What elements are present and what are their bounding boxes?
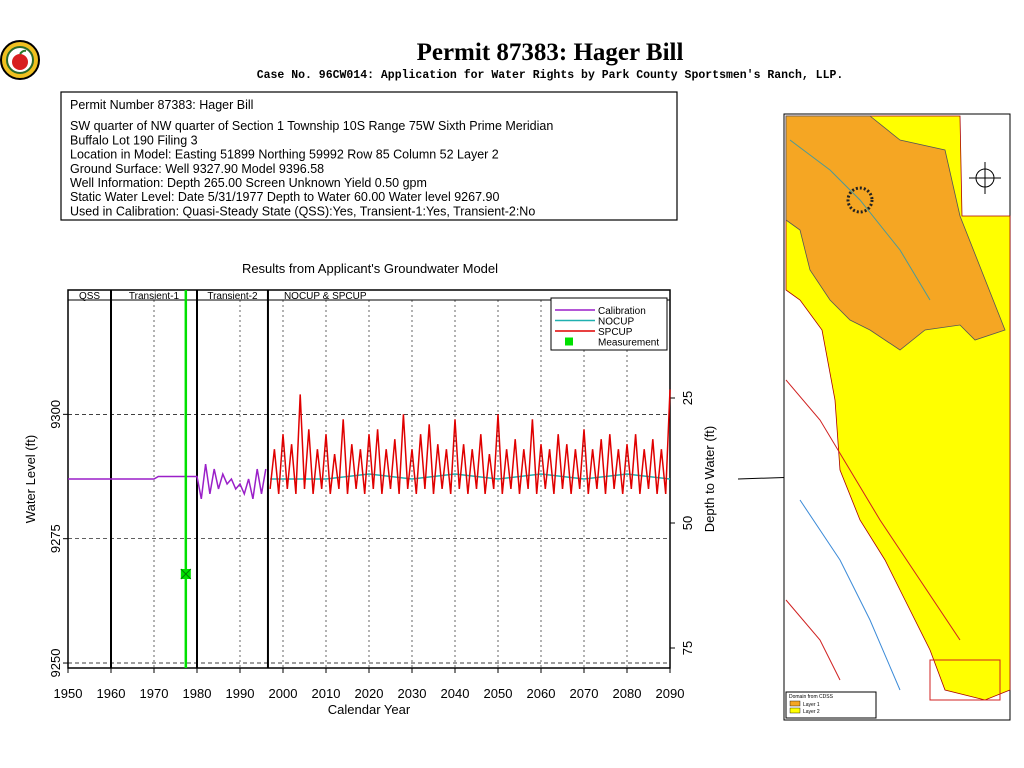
y2-tick-label: 50 <box>680 516 695 530</box>
period-label: Transient-2 <box>207 291 258 302</box>
info-lines: Permit Number 87383: Hager Bill SW quarte… <box>70 98 553 218</box>
y-axis-label: Water Level (ft) <box>23 435 38 523</box>
x-tick-label: 2040 <box>441 686 470 701</box>
legend-label: SPCUP <box>598 327 633 338</box>
legend-label: Calibration <box>598 306 646 317</box>
y-tick-label: 9250 <box>48 649 63 678</box>
info-line: Well Information: Depth 265.00 Screen Un… <box>70 176 427 190</box>
period-label: QSS <box>79 291 100 302</box>
x-tick-label: 2010 <box>312 686 341 701</box>
map-legend-label: Layer 1 <box>803 702 820 708</box>
x-tick-label: 2020 <box>355 686 384 701</box>
map-legend-label: Layer 2 <box>803 709 820 715</box>
title: Permit 87383: Hager Bill <box>417 39 684 66</box>
y2-tick-label: 75 <box>680 641 695 655</box>
x-tick-label: 1950 <box>54 686 83 701</box>
series-line <box>269 389 671 495</box>
x-tick-label: 2060 <box>527 686 556 701</box>
info-box <box>60 91 678 221</box>
map-legend-swatch <box>789 707 801 714</box>
info-line: SW quarter of NW quarter of Section 1 To… <box>70 119 553 133</box>
subtitle: Case No. 96CW014: Application for Water … <box>257 69 844 82</box>
series-line <box>68 463 267 500</box>
legend-swatch <box>565 337 573 346</box>
logo <box>0 40 40 80</box>
x-axis-label: Calendar Year <box>328 702 411 717</box>
legend-label: NOCUP <box>598 317 634 328</box>
info-line: Permit Number 87383: Hager Bill <box>70 98 253 112</box>
x-tick-label: 1970 <box>140 686 169 701</box>
plot: 1950 1960 1970 1980 1990 2000 2010 2020 2030 2040… <box>48 290 695 701</box>
x-tick-label: 2030 <box>398 686 427 701</box>
period-label: Transient-1 <box>129 291 180 302</box>
x-tick-label: 1980 <box>183 686 212 701</box>
y-tick-label: 9275 <box>48 524 63 553</box>
x-tick-label: 2090 <box>656 686 685 701</box>
x-tick-label: 2080 <box>613 686 642 701</box>
info-line: Ground Surface: Well 9327.90 Model 9396.… <box>70 162 324 176</box>
info-line: Location in Model: Easting 51899 Northin… <box>70 148 499 162</box>
map-legend-title: Domain from CDSS <box>789 694 834 700</box>
y-tick-label: 9300 <box>48 400 63 429</box>
period-label: NOCUP & SPCUP <box>284 291 367 302</box>
y2-axis-label: Depth to Water (ft) <box>702 426 717 532</box>
info-line: Buffalo Lot 190 Filing 3 <box>70 133 198 147</box>
y2-tick-label: 25 <box>680 391 695 405</box>
x-tick-label: 1990 <box>226 686 255 701</box>
legend-label: Measurement <box>598 338 659 349</box>
info-line: Used in Calibration: Quasi-Steady State … <box>70 204 535 218</box>
series-line <box>270 473 671 480</box>
map <box>783 113 1011 721</box>
chart-title: Results from Applicant's Groundwater Mod… <box>242 261 498 276</box>
x-tick-label: 2050 <box>484 686 513 701</box>
x-tick-label: 1960 <box>97 686 126 701</box>
info-line: Static Water Level: Date 5/31/1977 Depth… <box>70 190 499 204</box>
map-legend-swatch <box>789 700 801 707</box>
measurement-cross <box>180 568 192 580</box>
x-tick-label: 2000 <box>269 686 298 701</box>
x-tick-label: 2070 <box>570 686 599 701</box>
